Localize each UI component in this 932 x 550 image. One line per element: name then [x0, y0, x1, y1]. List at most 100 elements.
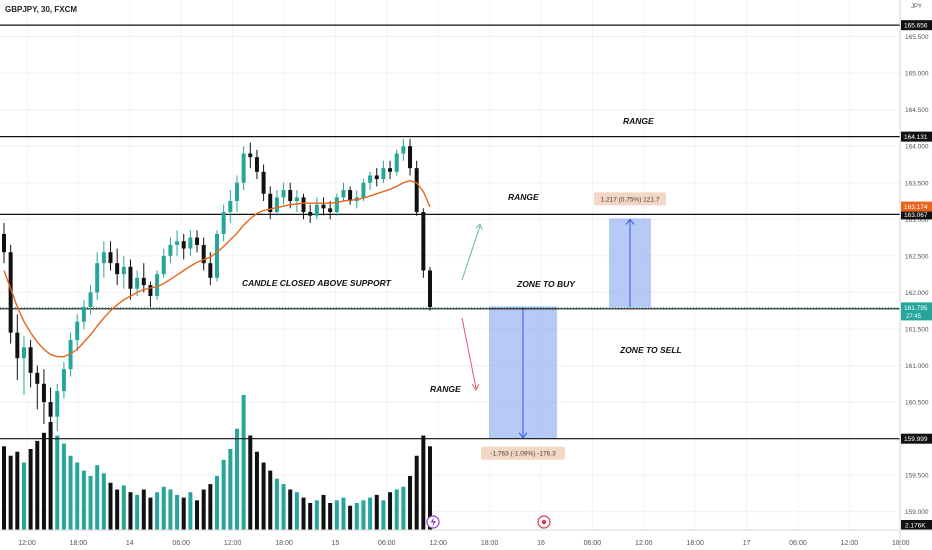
- candle-body: [261, 171, 266, 194]
- volume-bar: [374, 494, 379, 530]
- volume-bar: [208, 484, 213, 530]
- currency-label: JPY: [910, 4, 922, 10]
- candle-body: [374, 175, 379, 180]
- moving-average-line: [3, 179, 431, 358]
- candle-body: [41, 383, 46, 403]
- volume-bar: [128, 492, 133, 530]
- price-tick-label: 162.000: [905, 290, 929, 297]
- price-badge: [901, 201, 932, 212]
- long-label: 1.217 (0.75%) 121.7: [601, 196, 660, 203]
- candle-body: [135, 277, 140, 289]
- candle-body: [301, 197, 306, 212]
- candle-body: [294, 197, 299, 202]
- volume-bar: [241, 395, 246, 530]
- price-axis[interactable]: 165.500 165.000 164.500 164.000 163.500 163.0…: [899, 0, 932, 550]
- short-arrowhead: [518, 432, 528, 439]
- candle-body: [2, 233, 6, 253]
- price-tick-label: 159.000: [905, 509, 929, 516]
- volume-bar: [135, 494, 140, 530]
- volume-bar: [321, 494, 326, 530]
- time-tick-label: 14: [126, 540, 134, 547]
- time-tick-label: 15: [332, 540, 340, 547]
- time-tick-label: 16: [537, 540, 545, 547]
- candle-body: [221, 212, 226, 234]
- candle-body: [215, 233, 219, 278]
- candle-body: [181, 241, 186, 249]
- candle-body: [101, 252, 106, 264]
- volume-bar: [61, 443, 66, 530]
- volume-bar: [175, 494, 180, 530]
- level-badge-label: 164.131: [904, 134, 928, 141]
- candle-body: [141, 277, 146, 286]
- volume-bar: [248, 435, 253, 530]
- volume-bar: [428, 446, 432, 530]
- horizontal-levels[interactable]: [0, 24, 900, 440]
- volume-bar: [401, 486, 406, 530]
- target-icon-dot: [541, 519, 547, 525]
- price-tick-label: 161.000: [905, 363, 929, 370]
- volume-bar: [81, 470, 86, 530]
- candle-body: [75, 321, 80, 340]
- price-badge: [901, 302, 932, 321]
- volume-bar: [301, 497, 306, 530]
- volume-bar: [354, 503, 359, 530]
- candle-body: [28, 347, 33, 373]
- volume-bar: [394, 489, 399, 530]
- volume-bar: [41, 432, 46, 530]
- green-arrowhead: [475, 223, 483, 231]
- candle-body: [361, 182, 366, 198]
- volume-bar: [261, 462, 266, 530]
- volume-bar: [381, 500, 386, 530]
- volume-bar: [288, 489, 293, 530]
- candle-body: [8, 252, 13, 333]
- volume-bar: [201, 489, 206, 530]
- annotations: RANGE RANGE CANDLE CLOSED ABOVE SUPPORT ZON…: [242, 116, 682, 529]
- volume-bar: [115, 489, 120, 530]
- time-tick-label: 06:00: [378, 540, 396, 547]
- time-tick-label: 06:00: [789, 540, 807, 547]
- candle-body: [388, 168, 393, 172]
- level-badge: [901, 433, 932, 444]
- candle-body: [95, 263, 100, 293]
- candle-body: [148, 285, 153, 297]
- volume-bar: [314, 500, 319, 530]
- volume-bar: [341, 497, 346, 530]
- volume-bar: [101, 473, 106, 530]
- time-tick-label: 18:00: [686, 540, 704, 547]
- annotation-range-top: RANGE: [623, 116, 654, 126]
- candle-body: [128, 266, 133, 289]
- volume-bar: [35, 440, 40, 530]
- volume-bar: [181, 497, 186, 530]
- time-axis[interactable]: 12:00 18:00 14 06:00 12:00 18:00 15 06:00 12:00 1…: [0, 529, 932, 547]
- green-arrow: [461, 225, 481, 281]
- time-tick-label: 12:00: [429, 540, 447, 547]
- time-tick-label: 18:00: [892, 540, 910, 547]
- time-tick-label: 06:00: [172, 540, 190, 547]
- volume-bars: [2, 395, 432, 530]
- price-tick-label: 163.000: [905, 217, 929, 224]
- candle-body: [188, 237, 193, 249]
- position-boxes[interactable]: 1.217 (0.75%) 121.7 -1.763 (-1.09%) -176.…: [481, 192, 666, 460]
- candle-body: [175, 241, 180, 245]
- candle-body: [228, 201, 233, 212]
- volume-bar: [21, 462, 26, 530]
- candle-body: [328, 208, 333, 212]
- level-badge-label: 165.656: [904, 23, 928, 30]
- volume-bar: [328, 503, 333, 530]
- time-tick-label: 12:00: [841, 540, 859, 547]
- volume-bar: [168, 489, 173, 530]
- price-tick-label: 164.000: [905, 144, 929, 151]
- price-tick-label: 165.500: [905, 34, 929, 41]
- volume-bar: [155, 492, 160, 530]
- volume-bar: [141, 489, 146, 530]
- moving-average: [3, 179, 431, 358]
- grid: [0, 0, 902, 530]
- volume-bar: [188, 492, 193, 530]
- time-tick-label: 12:00: [18, 540, 36, 547]
- volume-bar: [414, 455, 419, 530]
- price-badge-label: 161.795: [904, 305, 928, 312]
- volume-bar: [161, 486, 166, 530]
- candle-body: [314, 204, 319, 216]
- candle-body: [155, 274, 160, 297]
